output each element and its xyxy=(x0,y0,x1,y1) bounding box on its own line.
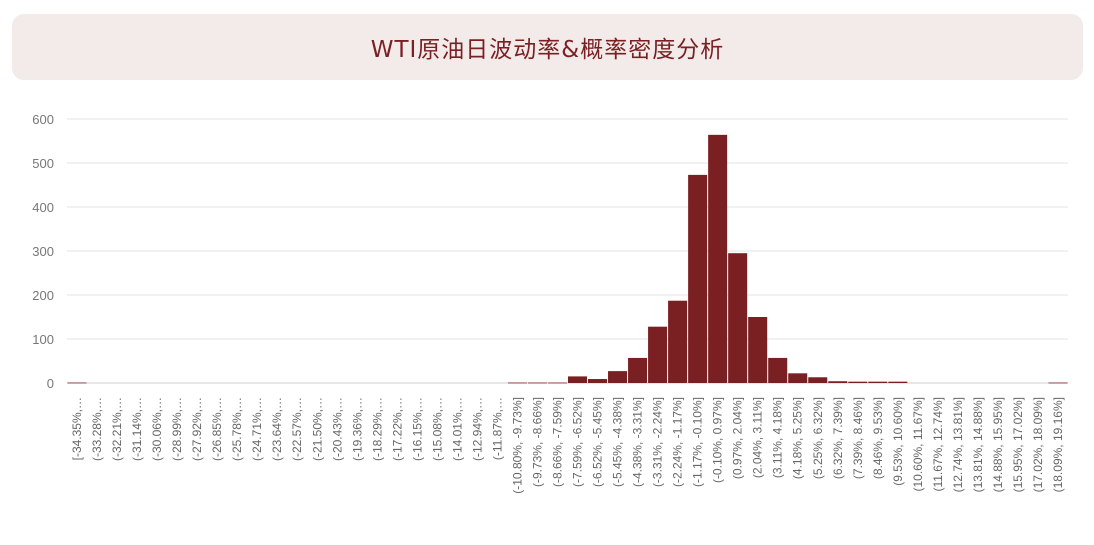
bar xyxy=(748,317,768,383)
x-tick-label: (-18.29%,… xyxy=(370,397,384,461)
x-tick-label: (-10.80%, -9.73%] xyxy=(510,397,524,494)
bar xyxy=(648,326,668,383)
x-tick-label: (12.74%, 13.81%] xyxy=(951,397,965,492)
x-tick-label: (13.81%, 14.88%] xyxy=(971,397,985,492)
x-tick-label: (-8.66%, -7.59%] xyxy=(550,397,564,487)
x-tick-label: (-6.52%, -5.45%] xyxy=(591,397,605,487)
x-tick-label: (-21.50%,… xyxy=(310,397,324,461)
bar xyxy=(608,371,628,383)
x-tick-label: (-33.28%,… xyxy=(90,397,104,461)
x-tick-label: (9.53%, 10.60%] xyxy=(891,397,905,486)
bar xyxy=(547,382,567,384)
x-tick-label: (7.39%, 8.46%] xyxy=(851,397,865,479)
y-tick-label: 0 xyxy=(47,376,54,391)
bar xyxy=(868,381,888,383)
x-tick-label: (-5.45%, -4.38%] xyxy=(611,397,625,487)
bar xyxy=(808,377,828,383)
bar xyxy=(67,382,87,384)
x-tick-label: (14.88%, 15.95%] xyxy=(991,397,1005,492)
x-tick-label: (-1.17%, -0.10%] xyxy=(691,397,705,487)
bar xyxy=(788,373,808,383)
bar xyxy=(507,382,527,384)
bar xyxy=(668,300,688,383)
bar xyxy=(828,381,848,383)
bar xyxy=(1048,382,1068,384)
x-tick-label: (-27.92%,… xyxy=(190,397,204,461)
y-tick-label: 500 xyxy=(32,156,54,171)
chart-title: WTI原油日波动率&概率密度分析 xyxy=(370,37,725,63)
bar xyxy=(888,381,908,383)
bar xyxy=(527,382,547,384)
x-tick-label: (-11.87%,… xyxy=(490,397,504,460)
x-tick-label: (-23.64%,… xyxy=(270,397,284,461)
x-tick-label: (-7.59%, -6.52%] xyxy=(571,397,585,487)
x-tick-label: (8.46%, 9.53%] xyxy=(871,397,885,479)
bar xyxy=(628,357,648,383)
y-tick-label: 100 xyxy=(32,332,54,347)
x-tick-label: (-12.94%,… xyxy=(470,397,484,461)
x-tick-label: (-16.15%,… xyxy=(410,397,424,461)
bar xyxy=(848,381,868,383)
x-tick-label: (-30.06%,… xyxy=(150,397,164,461)
x-tick-label: [-34.35%,… xyxy=(70,397,84,460)
x-tick-label: (-32.21%,… xyxy=(110,397,124,461)
x-tick-label: (-19.36%,… xyxy=(350,397,364,461)
bar xyxy=(588,379,608,383)
x-tick-label: (6.32%, 7.39%] xyxy=(831,397,845,479)
x-tick-label: (-3.31%, -2.24%] xyxy=(651,397,665,487)
x-tick-label: (17.02%, 18.09%] xyxy=(1031,397,1045,492)
x-tick-label: (3.11%, 4.18%] xyxy=(771,397,785,478)
x-tick-label: (10.60%, 11.67%] xyxy=(911,397,925,492)
x-tick-label: (-0.10%, 0.97%] xyxy=(711,397,725,483)
x-tick-label: (-22.57%,… xyxy=(290,397,304,461)
x-tick-label: (-15.08%,… xyxy=(430,397,444,461)
x-tick-label: (-2.24%, -1.17%] xyxy=(671,397,685,487)
x-tick-label: (5.25%, 6.32%] xyxy=(811,397,825,479)
x-tick-label: (-20.43%,… xyxy=(330,397,344,461)
x-tick-label: (-31.14%,… xyxy=(130,397,144,461)
bar xyxy=(688,174,708,383)
x-tick-label: (-24.71%,… xyxy=(250,397,264,461)
bar xyxy=(768,357,788,383)
y-tick-label: 300 xyxy=(32,244,54,259)
x-tick-label: (4.18%, 5.25%] xyxy=(791,397,805,479)
x-tick-label: (15.95%, 17.02%] xyxy=(1011,397,1025,492)
y-tick-label: 400 xyxy=(32,200,54,215)
x-tick-label: (2.04%, 3.11%] xyxy=(751,397,765,478)
x-tick-label: (-14.01%,… xyxy=(450,397,464,461)
x-tick-label: (-26.85%,… xyxy=(210,397,224,461)
y-tick-label: 200 xyxy=(32,288,54,303)
y-tick-label: 600 xyxy=(32,112,54,127)
x-tick-label: (-25.78%,… xyxy=(230,397,244,461)
x-tick-label: (-17.22%,… xyxy=(390,397,404,461)
x-tick-label: (-28.99%,… xyxy=(170,397,184,461)
chart-title-bar: WTI原油日波动率&概率密度分析 xyxy=(12,14,1083,80)
bar xyxy=(568,376,588,383)
bar xyxy=(728,253,748,383)
x-tick-label: (0.97%, 2.04%] xyxy=(731,397,745,479)
bar xyxy=(708,134,728,383)
x-tick-label: (-4.38%, -3.31%] xyxy=(631,397,645,487)
x-tick-label: (11.67%, 12.74%] xyxy=(931,397,945,492)
x-tick-label: (-9.73%, -8.66%] xyxy=(530,397,544,487)
x-tick-label: (18.09%, 19.16%] xyxy=(1051,397,1065,492)
